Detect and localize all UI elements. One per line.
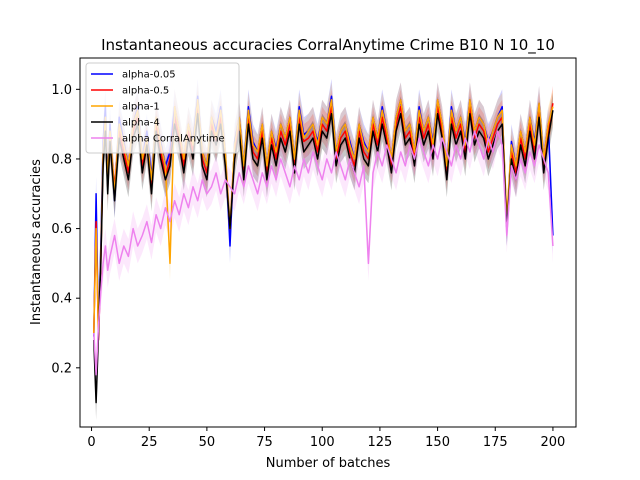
x-tick-label: 25	[141, 435, 158, 450]
y-tick-label: 0.4	[51, 292, 72, 307]
x-tick-label: 50	[199, 435, 216, 450]
series-line-5	[93, 130, 554, 376]
legend-label: alpha CorralAnytime	[122, 134, 225, 145]
x-tick-label: 125	[367, 435, 392, 450]
band-5	[93, 113, 553, 393]
legend: alpha-0.05 alpha-0.5 alpha-1 alpha-4 alpha C…	[85, 62, 240, 154]
y-axis-label: Instantaneous accuracies	[29, 159, 44, 325]
y-axis-ticks: 0.2 0.4 0.6 0.8 1.0	[51, 83, 80, 376]
x-tick-label: 175	[483, 435, 508, 450]
legend-label: alpha-4	[122, 118, 160, 129]
legend-box	[85, 62, 240, 154]
legend-label: alpha-1	[122, 102, 160, 113]
x-axis-ticks: 0 25 50 75 100 125 150 175 200	[87, 427, 565, 450]
y-tick-label: 0.2	[51, 361, 72, 376]
x-tick-label: 0	[87, 435, 95, 450]
x-tick-label: 75	[256, 435, 273, 450]
x-tick-label: 100	[310, 435, 335, 450]
x-tick-label: 150	[425, 435, 450, 450]
y-tick-label: 1.0	[51, 83, 72, 98]
x-axis-label: Number of batches	[266, 456, 391, 471]
plot-frame	[79, 57, 577, 428]
x-tick-label: 200	[541, 435, 566, 450]
chart-title: Instantaneous accuracies CorralAnytime C…	[101, 36, 555, 55]
legend-label: alpha-0.5	[122, 86, 169, 97]
y-tick-label: 0.6	[51, 222, 72, 237]
y-tick-label: 0.8	[51, 152, 72, 167]
legend-label: alpha-0.05	[122, 70, 176, 81]
band-4	[93, 92, 553, 421]
